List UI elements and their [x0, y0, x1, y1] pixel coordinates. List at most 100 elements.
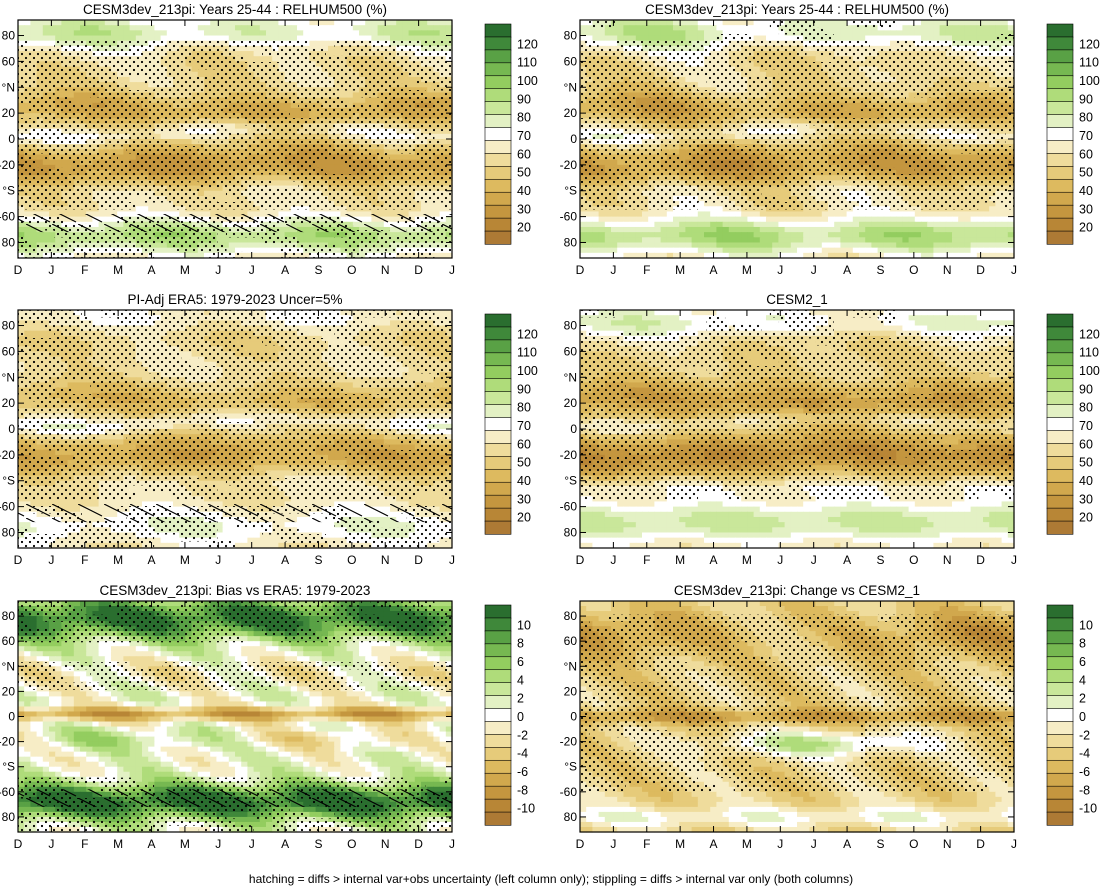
stipple-cell	[127, 104, 137, 112]
stipple-cell	[271, 118, 281, 126]
stipple-cell	[380, 132, 390, 140]
stipple-cell	[407, 48, 417, 56]
stipple-cell	[172, 146, 182, 154]
heatmap-cell	[297, 30, 304, 36]
heatmap-cell	[266, 30, 273, 36]
heatmap-cell	[223, 20, 230, 26]
heatmap-cell	[92, 36, 99, 42]
heatmap-cell	[185, 36, 192, 42]
stipple-cell	[72, 69, 82, 77]
heatmap-cell	[266, 248, 273, 254]
heatmap-cell	[241, 20, 248, 26]
heatmap-cell	[260, 56, 267, 62]
stipple-cell	[334, 83, 344, 91]
stipple-cell	[253, 62, 263, 70]
heatmap-cell	[173, 134, 180, 140]
heatmap-cell	[167, 30, 174, 36]
heatmap-cell	[297, 25, 304, 31]
stipple-cell	[27, 83, 37, 91]
heatmap-cell	[136, 82, 143, 88]
stipple-cell	[325, 76, 335, 84]
stipple-cell	[443, 69, 453, 77]
heatmap-cell	[309, 237, 316, 243]
stipple-cell	[325, 132, 335, 140]
heatmap-cell	[402, 77, 409, 83]
stipple-cell	[163, 146, 173, 154]
heatmap-cell	[148, 206, 155, 212]
stipple-cell	[380, 153, 390, 161]
stipple-cell	[244, 104, 254, 112]
stipple-cell	[45, 118, 55, 126]
stipple-cell	[334, 62, 344, 70]
stipple-cell	[280, 48, 290, 56]
stipple-cell	[154, 125, 164, 133]
stipple-cell	[81, 118, 91, 126]
stipple-cell	[316, 118, 326, 126]
stipple-cell	[18, 132, 28, 140]
stipple-cell	[99, 83, 109, 91]
heatmap-cell	[247, 242, 254, 248]
heatmap-cell	[278, 20, 285, 26]
stipple-cell	[199, 125, 209, 133]
stipple-cell	[172, 76, 182, 84]
stipple-cell	[362, 83, 372, 91]
stipple-cell	[181, 118, 191, 126]
stipple-cell	[389, 83, 399, 91]
heatmap-cell	[55, 237, 62, 243]
stipple-cell	[45, 76, 55, 84]
stipple-cell	[416, 62, 426, 70]
stipple-cell	[90, 118, 100, 126]
stipple-cell	[298, 104, 308, 112]
stipple-cell	[199, 83, 209, 91]
heatmap-cell	[154, 20, 161, 26]
stipple-cell	[36, 118, 46, 126]
stipple-cell	[235, 139, 245, 147]
heatmap-cell	[254, 175, 261, 181]
stipple-cell	[298, 153, 308, 161]
stipple-cell	[253, 139, 263, 147]
heatmap-cell	[278, 36, 285, 42]
stipple-cell	[172, 153, 182, 161]
stipple-cell	[181, 153, 191, 161]
heatmap-cell	[123, 30, 130, 36]
stipple-cell	[208, 111, 218, 119]
heatmap-cell	[347, 98, 354, 104]
stipple-cell	[127, 90, 137, 98]
stipple-cell	[27, 76, 37, 84]
stipple-cell	[217, 97, 227, 105]
stipple-cell	[271, 125, 281, 133]
stipple-cell	[181, 48, 191, 56]
heatmap-cell	[185, 139, 192, 145]
stipple-cell	[353, 104, 363, 112]
stipple-cell	[353, 48, 363, 56]
stipple-cell	[371, 48, 381, 56]
stipple-cell	[127, 111, 137, 119]
stipple-cell	[325, 139, 335, 147]
stipple-cell	[99, 69, 109, 77]
stipple-cell	[244, 146, 254, 154]
heatmap-cell	[235, 237, 242, 243]
heatmap-cell	[285, 36, 292, 42]
heatmap-cell	[61, 36, 68, 42]
stipple-cell	[389, 139, 399, 147]
stipple-cell	[353, 139, 363, 147]
stipple-cell	[244, 76, 254, 84]
stipple-cell	[271, 146, 281, 154]
stipple-cell	[63, 104, 73, 112]
heatmap-cell	[421, 25, 428, 31]
stipple-cell	[154, 118, 164, 126]
heatmap-cell	[229, 36, 236, 42]
heatmap-cell	[371, 36, 378, 42]
stipple-cell	[163, 48, 173, 56]
heatmap-cell	[24, 20, 31, 26]
heatmap-cell	[334, 25, 341, 31]
stipple-cell	[45, 167, 55, 175]
stipple-cell	[353, 146, 363, 154]
stipple-cell	[72, 125, 82, 133]
stipple-cell	[334, 153, 344, 161]
heatmap-cell	[340, 20, 347, 26]
stipple-cell	[136, 132, 146, 140]
heatmap-cell	[55, 30, 62, 36]
stipple-cell	[63, 41, 73, 49]
stipple-cell	[443, 118, 453, 126]
